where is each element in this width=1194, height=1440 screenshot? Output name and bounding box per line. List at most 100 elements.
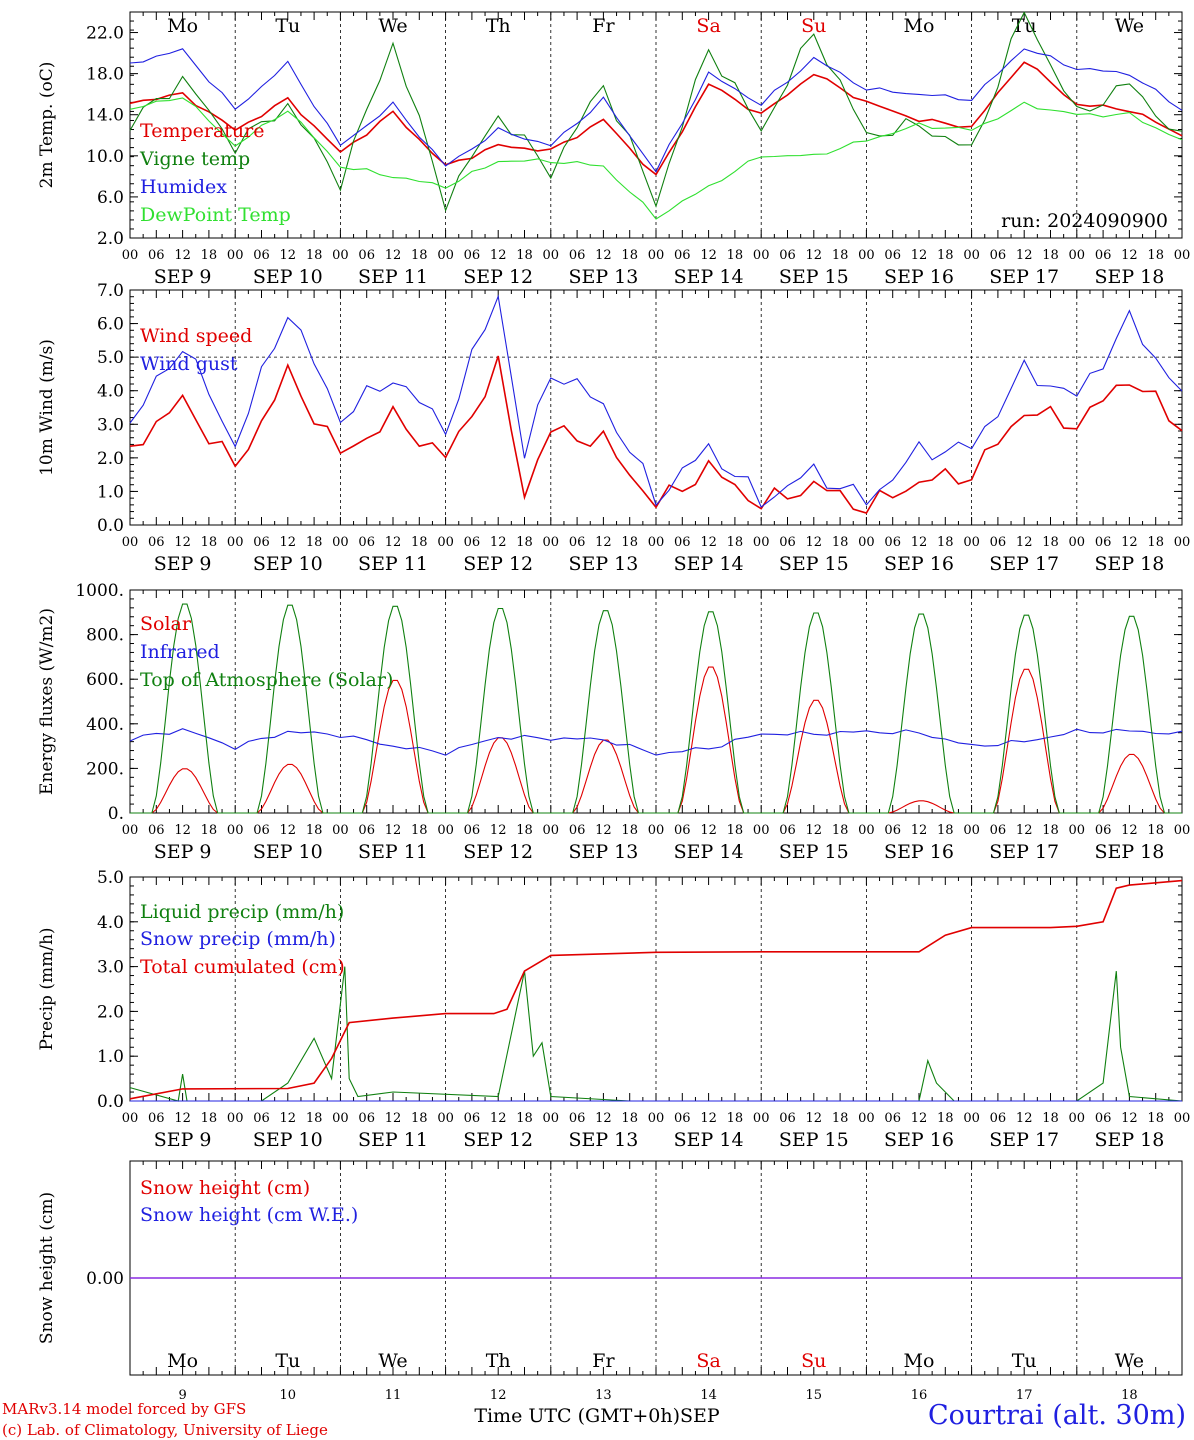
hour-label: 12 [280,1111,297,1126]
hour-label: 12 [911,1111,928,1126]
hour-label: 06 [148,535,165,550]
hour-label: 06 [779,535,796,550]
day-name: Fr [592,1350,615,1372]
day-name: Sa [696,15,720,37]
hour-label: 06 [990,248,1007,263]
hour-label: 06 [569,248,586,263]
hour-label: 12 [385,823,402,838]
day-name: Fr [592,15,615,37]
legend-entry: Humidex [140,176,227,198]
hour-label: 00 [332,535,349,550]
hour-label: 12 [174,1111,191,1126]
copyright-credit: (c) Lab. of Climatology, University of L… [2,1421,328,1439]
hour-label: 00 [122,1111,139,1126]
hour-label: 18 [832,535,849,550]
y-tick-label: 4.0 [97,913,124,933]
hour-label: 00 [753,248,770,263]
day-name: Mo [167,1350,198,1372]
hour-label: 12 [700,248,717,263]
hour-label: 18 [1042,1111,1059,1126]
hour-label: 00 [332,823,349,838]
date-label: SEP 18 [1094,841,1164,863]
hour-label: 00 [332,1111,349,1126]
hour-label: 12 [1016,535,1033,550]
day-name: We [378,15,407,37]
day-name: Mo [167,15,198,37]
hour-label: 06 [253,535,270,550]
legend-entry: Snow height (cm) [140,1177,310,1199]
hour-label: 18 [411,248,428,263]
hour-label: 18 [201,248,218,263]
legend-entry: Vigne temp [139,148,250,170]
date-label: SEP 15 [779,553,849,575]
hour-label: 00 [227,1111,244,1126]
hour-label: 12 [1121,1111,1138,1126]
hour-label: 00 [858,823,875,838]
date-label: SEP 11 [358,1129,428,1151]
hour-label: 00 [437,535,454,550]
panel-2: 7.0 6.0 5.0 4.0 3.0 2.0 1.0 0.0 10m Wind (m/s) 00… [37,281,1190,575]
y-tick-label: 0. [108,804,124,824]
plot-frame [129,589,1183,814]
hour-label: 06 [990,535,1007,550]
hour-label: 06 [358,535,375,550]
hour-label: 06 [358,1111,375,1126]
date-label: SEP 9 [154,1129,212,1151]
y-tick-label: 1000. [75,581,124,601]
day-name: Mo [904,15,935,37]
hour-label: 12 [911,823,928,838]
hour-label: 18 [516,823,533,838]
y-tick-label: 6.0 [97,315,124,335]
hour-label: 00 [437,823,454,838]
hour-label: 12 [806,535,823,550]
date-label: SEP 9 [154,266,212,288]
hour-label: 18 [1147,823,1164,838]
hour-label: 18 [201,535,218,550]
panel-1: 22.0 18.0 14.0 10.0 6.0 2.0 2m Temp. (oC) 00 06 1… [37,11,1190,288]
hour-label: 12 [385,1111,402,1126]
y-axis-label: Snow height (cm) [37,1192,57,1344]
date-label: SEP 10 [253,1129,323,1151]
date-label: SEP 12 [463,841,533,863]
hour-label: 18 [306,1111,323,1126]
hour-label: 12 [911,535,928,550]
y-axis-label: Energy fluxes (W/m2) [37,608,57,795]
hour-label: 00 [963,1111,980,1126]
hour-label: 00 [648,248,665,263]
legend-entry: Top of Atmosphere (Solar) [140,669,393,691]
hour-label: 00 [753,823,770,838]
hour-label: 06 [569,1111,586,1126]
date-label: SEP 13 [568,553,638,575]
date-label: SEP 11 [358,266,428,288]
hour-label: 06 [569,535,586,550]
day-number: 9 [178,1388,186,1403]
date-label: SEP 13 [568,266,638,288]
y-tick-label: 1.0 [97,1047,124,1067]
series-line-wind-speed [129,355,1183,514]
legend-entry: Wind speed [140,325,252,347]
hour-label: 18 [621,535,638,550]
hour-label: 00 [1174,1111,1191,1126]
hour-label: 00 [858,248,875,263]
date-label: SEP 10 [253,266,323,288]
legend-entry: Total cumulated (cm) [140,956,345,978]
hour-label: 12 [1121,535,1138,550]
hour-label: 00 [543,535,560,550]
hour-label: 00 [753,1111,770,1126]
y-axis-label: 10m Wind (m/s) [37,339,57,476]
date-label: SEP 17 [989,266,1059,288]
date-label: SEP 10 [253,553,323,575]
hour-label: 12 [174,823,191,838]
hour-label: 06 [569,823,586,838]
date-label: SEP 14 [674,1129,744,1151]
day-name: We [1115,15,1144,37]
y-tick-label: 3.0 [97,958,124,978]
y-tick-label: 22.0 [86,24,124,44]
date-label: SEP 16 [884,841,954,863]
date-label: SEP 16 [884,266,954,288]
legend-entry: Temperature [140,120,264,142]
hour-label: 18 [937,248,954,263]
hour-label: 12 [280,248,297,263]
hour-label: 00 [1069,1111,1086,1126]
hour-label: 00 [963,248,980,263]
